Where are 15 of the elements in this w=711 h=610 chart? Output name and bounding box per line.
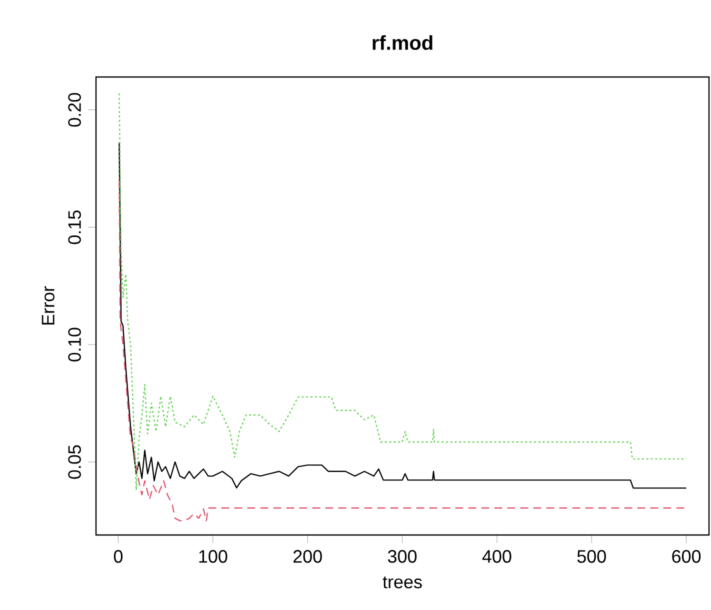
x-tick-label: 500 xyxy=(577,550,606,563)
x-tick-label: 600 xyxy=(672,550,701,563)
chart-title: rf.mod xyxy=(372,35,432,50)
y-tick-label: 0.05 xyxy=(68,445,81,479)
x-tick-label: 100 xyxy=(199,550,228,563)
x-tick-label: 300 xyxy=(388,550,417,563)
y-tick-label: 0.20 xyxy=(68,93,81,127)
x-tick-label: 200 xyxy=(293,550,322,563)
x-tick-label: 400 xyxy=(482,550,512,563)
line-series xyxy=(118,180,687,522)
y-tick-label: 0.15 xyxy=(68,210,81,244)
y-tick-label: 0.10 xyxy=(68,328,81,362)
y-axis-title: Error xyxy=(42,286,54,325)
x-axis-title: trees xyxy=(382,576,422,588)
x-tick-label: 0 xyxy=(114,550,123,563)
